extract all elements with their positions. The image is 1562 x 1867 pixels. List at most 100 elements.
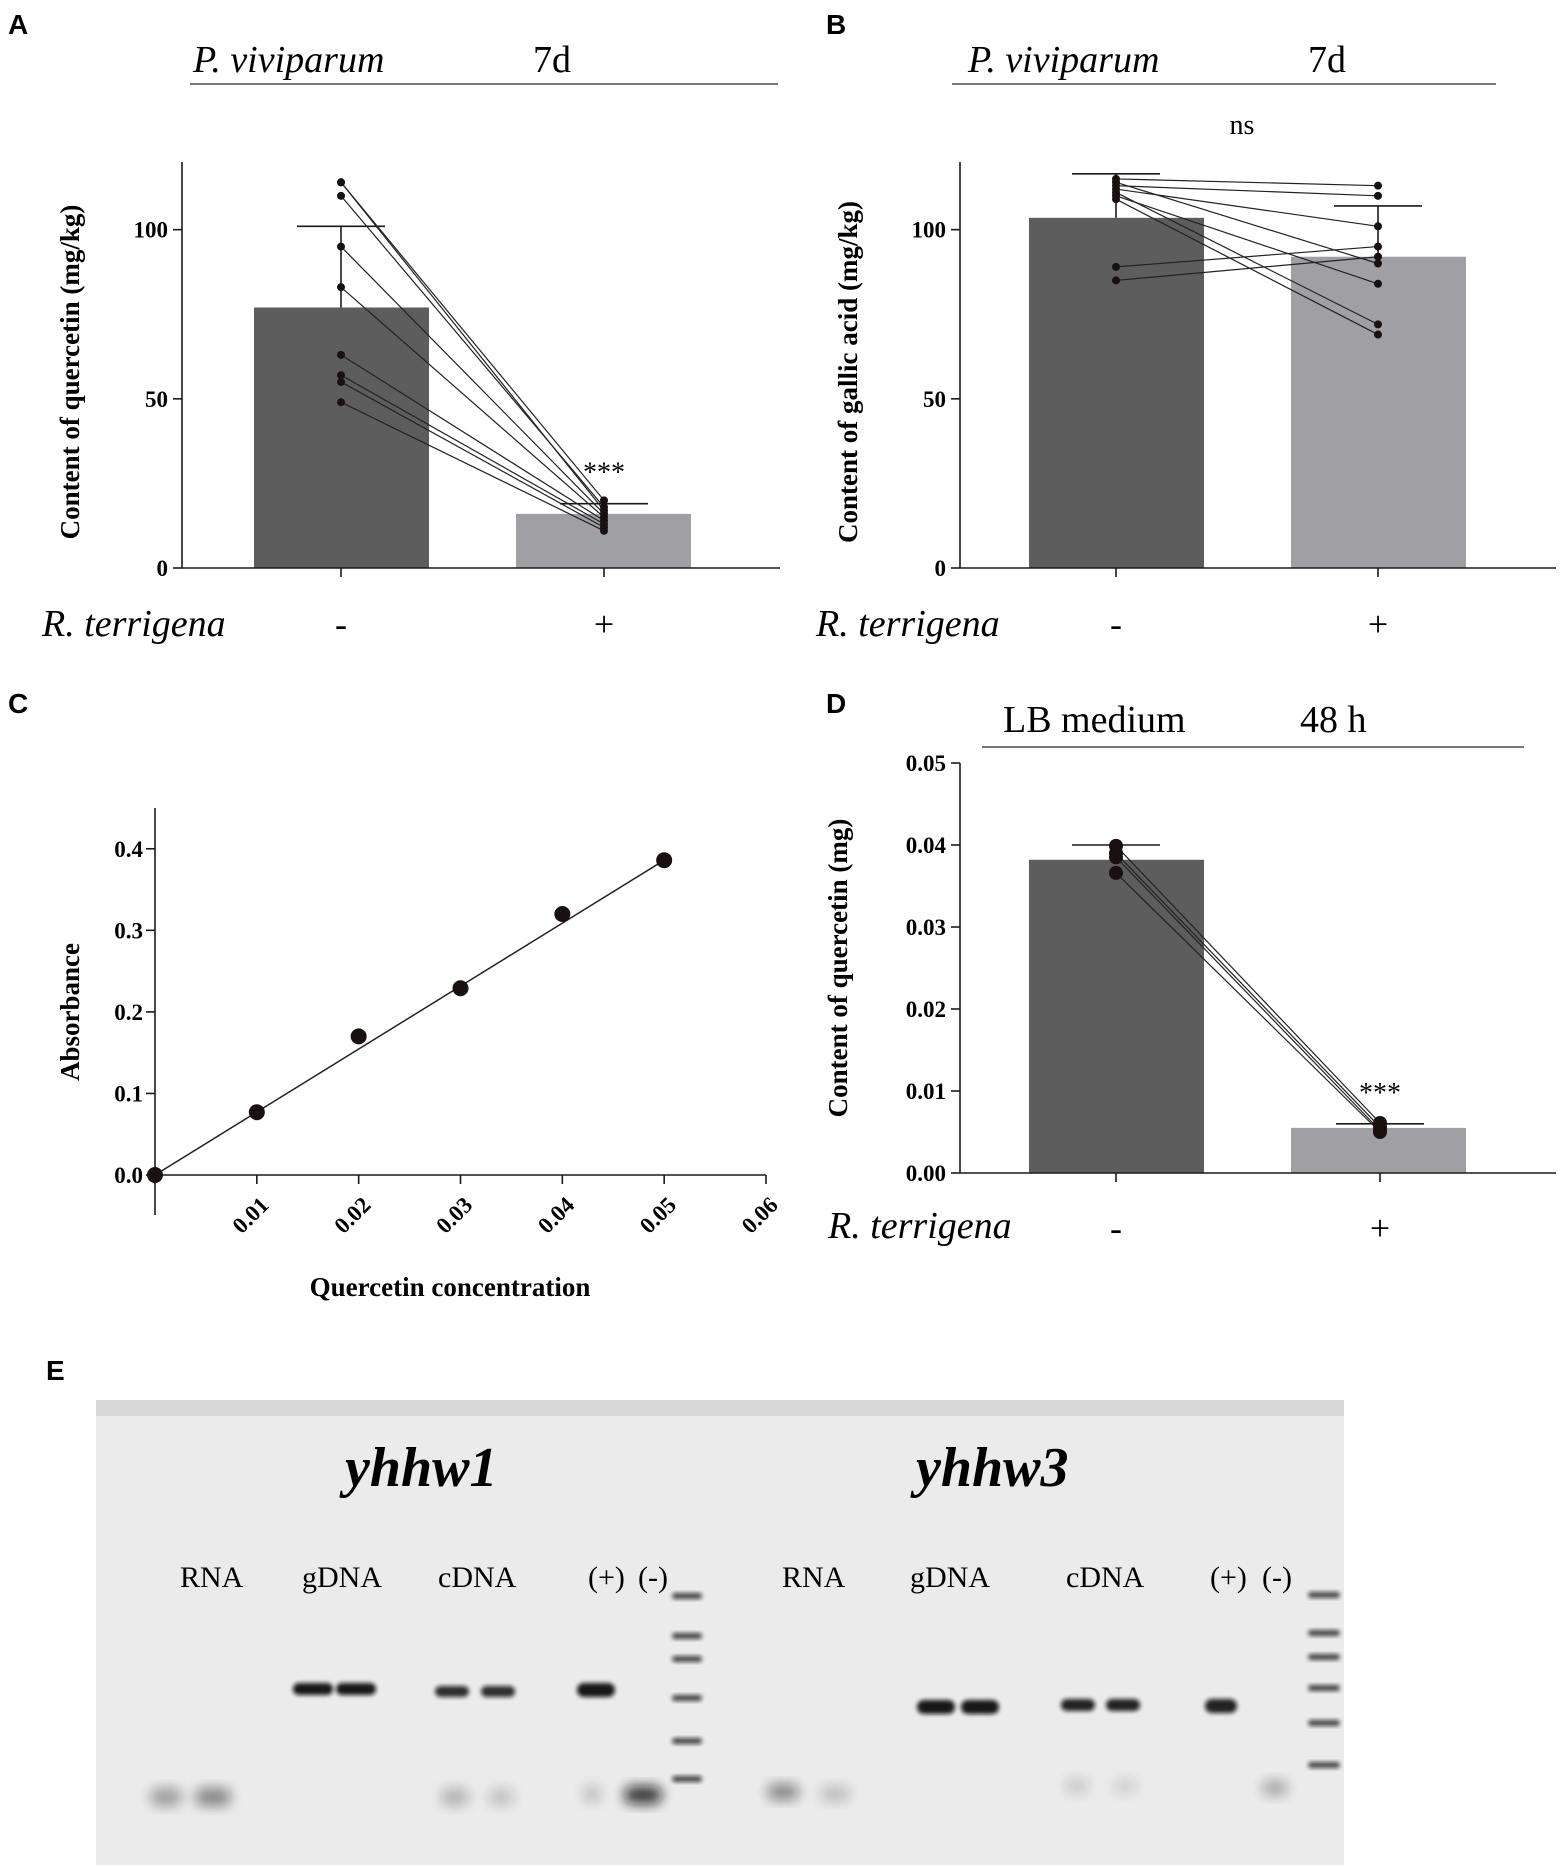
panel-a-point-control xyxy=(337,377,345,386)
panel-c-x-tick-label: 0.04 xyxy=(533,1192,579,1238)
gel-ladder-band xyxy=(672,1656,702,1662)
panel-b-point-treated xyxy=(1374,259,1382,268)
panel-a-header-time: 7d xyxy=(533,39,571,81)
panel-c-fit-line xyxy=(154,859,665,1176)
panel-d-paired-line xyxy=(1115,852,1381,1128)
panel-letter-b: B xyxy=(826,9,846,40)
gel-lane-label-rna-2: RNA xyxy=(782,1561,846,1594)
panel-b-paired-line xyxy=(1115,181,1379,265)
panel-c-data-point xyxy=(147,1167,163,1183)
panel-c-data-point xyxy=(350,1028,367,1045)
panel-d-x-factor-label: R. terrigena xyxy=(827,1205,1012,1247)
panel-a-point-control xyxy=(337,398,345,407)
gel-band-gdna xyxy=(961,1700,999,1714)
gel-band-gdna xyxy=(336,1683,376,1695)
gel-lane-label-positive-2: (+) xyxy=(1210,1561,1247,1594)
gel-gene-label-yhhw3: yhhw3 xyxy=(910,1437,1069,1499)
gel-band-low xyxy=(820,1786,850,1802)
panel-b-header-time: 7d xyxy=(1308,39,1346,81)
gel-lane-label-positive: (+) xyxy=(588,1561,625,1594)
panel-d-y-tick-label: 0.01 xyxy=(906,1079,946,1104)
panel-letter-c: C xyxy=(8,688,28,719)
panel-c-data-point xyxy=(452,980,469,997)
panel-letter-a: A xyxy=(8,9,28,40)
panel-b-point-control xyxy=(1112,262,1120,271)
panel-a-category-label: - xyxy=(335,604,347,644)
panel-b-point-treated xyxy=(1374,191,1382,200)
panel-a-point-control xyxy=(337,350,345,359)
gel-lane-label-rna: RNA xyxy=(180,1561,244,1594)
gel-band-low xyxy=(1113,1778,1137,1794)
panel-d-significance: *** xyxy=(1359,1078,1401,1109)
panel-c-data-point xyxy=(248,1104,265,1121)
panel-a-header-organism: P. viviparum xyxy=(192,39,384,81)
panel-d-y-tick-label: 0.03 xyxy=(906,915,946,940)
panel-c-y-tick-label: 0.2 xyxy=(114,1000,143,1025)
panel-b-header-organism: P. viviparum xyxy=(967,39,1159,81)
gel-band-low xyxy=(195,1788,231,1806)
panel-d-category-label: + xyxy=(1370,1208,1390,1248)
panel-d-y-tick-label: 0.02 xyxy=(906,997,946,1022)
panel-a-y-tick-label: 100 xyxy=(134,218,169,243)
panel-c-y-axis-label: Absorbance xyxy=(55,943,85,1081)
panel-a-bar-chart: P. viviparum 7d Content of quercetin (mg… xyxy=(41,39,780,645)
gel-band-gdna xyxy=(917,1700,955,1714)
gel-lane-label-negative-2: (-) xyxy=(1262,1561,1292,1594)
panel-a-point-control xyxy=(337,178,345,187)
panel-b-bar-control xyxy=(1029,217,1204,568)
gel-ladder-band xyxy=(1308,1630,1340,1636)
panel-b-bar-chart: P. viviparum 7d Content of gallic acid (… xyxy=(815,39,1556,645)
panel-c-x-tick-label: 0.03 xyxy=(431,1192,477,1238)
panel-b-paired-line xyxy=(1115,256,1379,282)
panel-b-category-label: - xyxy=(1110,604,1122,644)
panel-d-paired-line xyxy=(1115,856,1381,1131)
panel-b-paired-line xyxy=(1115,178,1379,187)
gel-lane-label-negative: (-) xyxy=(638,1561,668,1594)
panel-b-y-tick-label: 0 xyxy=(935,556,947,581)
panel-a-paired-line xyxy=(340,195,605,508)
gel-ladder-band xyxy=(672,1738,702,1744)
panel-d-point-treated xyxy=(1373,1125,1387,1139)
panel-b-paired-line xyxy=(1115,185,1379,197)
panel-a-paired-line xyxy=(340,181,605,501)
panel-a-y-axis-label: Content of quercetin (mg/kg) xyxy=(55,205,85,540)
panel-d-category-label: - xyxy=(1110,1208,1122,1248)
gel-ladder-band xyxy=(672,1633,702,1639)
panel-a-category-label: + xyxy=(594,604,614,644)
panel-d-y-tick-label: 0.00 xyxy=(906,1161,946,1186)
gel-band-low xyxy=(583,1785,601,1803)
panel-d-point-control xyxy=(1109,850,1123,865)
gel-lane-label-cdna-2: cDNA xyxy=(1066,1561,1145,1594)
gel-ladder-band xyxy=(672,1695,702,1701)
panel-a-y-tick-label: 50 xyxy=(145,387,168,412)
panel-c-data-point xyxy=(554,906,571,923)
panel-a-point-treated xyxy=(600,503,608,512)
panel-b-point-control xyxy=(1112,191,1120,200)
gel-band-low xyxy=(150,1788,182,1806)
panel-a-y-tick-label: 0 xyxy=(157,556,169,581)
panel-a-point-control xyxy=(337,242,345,251)
gel-bands xyxy=(96,1400,1344,1806)
gel-lane-label-gdna-2: gDNA xyxy=(910,1561,990,1594)
panel-b-point-treated xyxy=(1374,181,1382,190)
panel-e-gel-image: yhhw1 yhhw3 RNA gDNA cDNA (+) (-) RNA gD… xyxy=(96,1400,1344,1865)
panel-c-data-point xyxy=(656,852,673,869)
panel-b-point-control xyxy=(1112,276,1120,285)
gel-band-cdna xyxy=(1106,1699,1140,1711)
panel-b-y-tick-label: 50 xyxy=(923,387,946,412)
gel-ladder-band xyxy=(1308,1592,1340,1598)
gel-band-positive xyxy=(577,1683,615,1697)
gel-band-gdna xyxy=(293,1683,333,1695)
gel-lane-label-cdna: cDNA xyxy=(438,1561,517,1594)
panel-a-point-control xyxy=(337,371,345,380)
gel-band-low xyxy=(1065,1778,1089,1794)
gel-ladder-band xyxy=(1308,1720,1340,1726)
panel-a-x-factor-label: R. terrigena xyxy=(41,603,226,645)
panel-b-point-control xyxy=(1112,178,1120,187)
panel-a-paired-line xyxy=(340,381,605,528)
panel-b-point-treated xyxy=(1374,279,1382,288)
panel-b-y-axis-label: Content of gallic acid (mg/kg) xyxy=(833,201,863,543)
panel-b-significance: ns xyxy=(1230,110,1255,141)
gel-band-positive xyxy=(1205,1699,1237,1713)
